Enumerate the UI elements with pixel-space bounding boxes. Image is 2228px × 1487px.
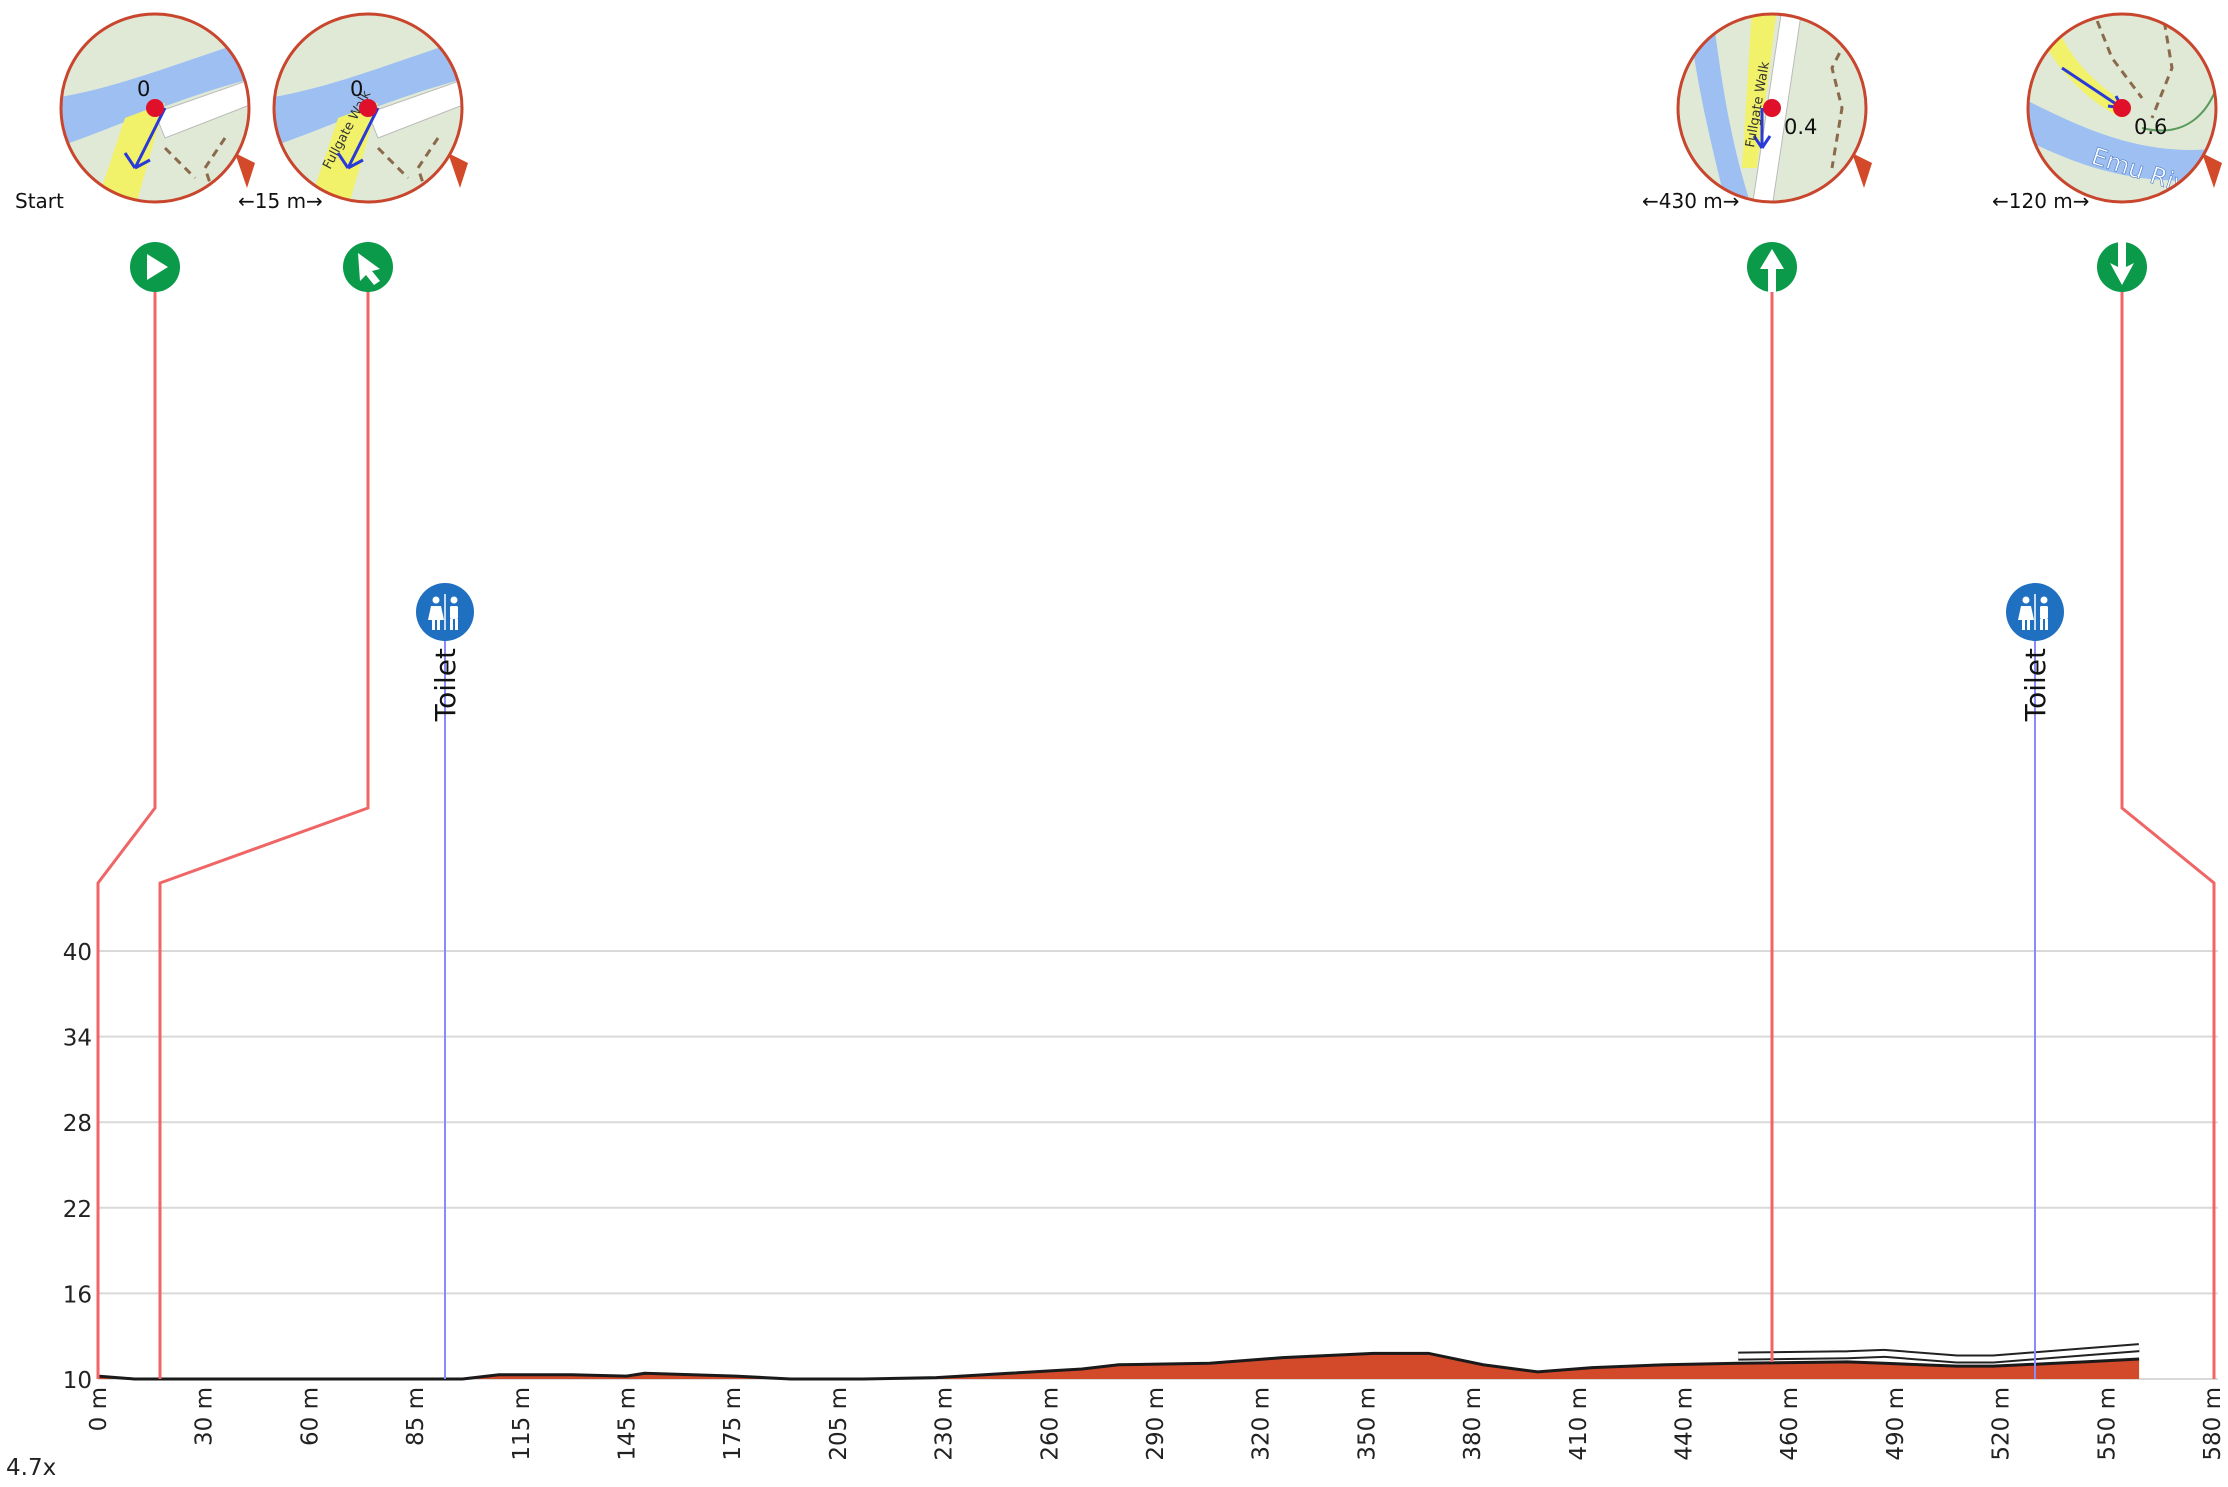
y-tick-label: 22 bbox=[63, 1197, 92, 1223]
start-label: Start bbox=[15, 189, 64, 213]
y-tick-label: 28 bbox=[63, 1111, 92, 1137]
poi-toilet: Toilet bbox=[2006, 583, 2064, 1379]
x-tick-label: 30 m bbox=[192, 1387, 218, 1446]
x-tick-label: 60 m bbox=[297, 1387, 323, 1446]
map-inset: Fullgate Walk 0.4 bbox=[1676, 12, 1872, 204]
map-border bbox=[1676, 12, 1868, 204]
play-icon bbox=[130, 242, 180, 292]
x-tick-label: 460 m bbox=[1777, 1387, 1803, 1461]
elevation-area bbox=[97, 1343, 2140, 1381]
x-tick-label: 145 m bbox=[615, 1387, 641, 1461]
location-dot bbox=[146, 99, 164, 117]
location-dot bbox=[1763, 99, 1781, 117]
waypoint-leader-line bbox=[96, 267, 157, 1379]
highlight-segment bbox=[1738, 1345, 2140, 1362]
waypoint-leader-line bbox=[2120, 267, 2216, 1379]
trail bbox=[2090, 13, 2174, 119]
map-pointer bbox=[448, 153, 468, 188]
x-tick-label: 260 m bbox=[1037, 1387, 1063, 1461]
x-tick-label: 320 m bbox=[1249, 1387, 1275, 1461]
gap-label: ←120 m→ bbox=[1992, 189, 2090, 213]
route-arrow bbox=[336, 107, 380, 170]
map-pointer bbox=[235, 153, 255, 188]
path-highlight bbox=[308, 103, 378, 203]
x-tick-label: 520 m bbox=[1989, 1387, 2015, 1461]
map-distance-label: 0 bbox=[350, 77, 363, 101]
x-tick-label: 440 m bbox=[1672, 1387, 1698, 1461]
zoom-label: 4.7x bbox=[6, 1455, 56, 1481]
route-arrow bbox=[123, 107, 167, 170]
map-border bbox=[2026, 12, 2218, 204]
waypoint-leader-line bbox=[158, 267, 370, 1379]
x-tick-label: 175 m bbox=[720, 1387, 746, 1461]
x-tick-label: 85 m bbox=[403, 1387, 429, 1446]
toilet-icon bbox=[2006, 583, 2064, 641]
waypoint-start: 0 Start bbox=[15, 12, 255, 1379]
trail bbox=[1830, 27, 1854, 169]
poi-label: Toilet bbox=[2019, 648, 2052, 722]
y-tick-label: 16 bbox=[63, 1282, 92, 1308]
x-tick-label: 230 m bbox=[932, 1387, 958, 1461]
elevation-line bbox=[97, 1351, 2140, 1381]
location-dot bbox=[359, 99, 377, 117]
poi-toilet: Toilet bbox=[416, 583, 474, 1379]
x-tick-label: 350 m bbox=[1354, 1387, 1380, 1461]
y-axis-ticks: 40 34 28 22 16 10 bbox=[63, 940, 92, 1394]
map-pointer bbox=[2202, 153, 2222, 188]
x-tick-label: 290 m bbox=[1143, 1387, 1169, 1461]
contour bbox=[2141, 67, 2217, 132]
x-tick-label: 380 m bbox=[1460, 1387, 1486, 1461]
poi-markers: Toilet Toilet bbox=[416, 583, 2064, 1379]
road bbox=[367, 77, 463, 139]
map-inset: 0 bbox=[59, 12, 255, 204]
path-highlight bbox=[1742, 13, 1777, 168]
waypoint-turn-2: Fullgate Walk 0.4←430 m→ bbox=[1642, 12, 1872, 1362]
x-tick-label: 115 m bbox=[509, 1387, 535, 1461]
map-distance-label: 0.4 bbox=[1784, 115, 1817, 139]
road bbox=[154, 77, 250, 139]
x-tick-label: 410 m bbox=[1566, 1387, 1592, 1461]
map-distance-label: 0.6 bbox=[2134, 115, 2167, 139]
map-pointer bbox=[1852, 153, 1872, 188]
y-tick-label: 40 bbox=[63, 940, 92, 966]
y-tick-label: 10 bbox=[63, 1368, 92, 1394]
y-gridlines bbox=[98, 950, 2218, 1380]
keep-arrow-icon bbox=[2097, 242, 2147, 292]
toilet-icon bbox=[416, 583, 474, 641]
y-tick-label: 34 bbox=[63, 1026, 92, 1052]
x-axis-ticks: 0 m 30 m 60 m 85 m 115 m 145 m 175 m 205 m 230 m… bbox=[86, 1387, 2226, 1461]
water-area bbox=[273, 38, 463, 148]
straight-arrow-icon bbox=[1747, 242, 1797, 292]
map-border bbox=[272, 12, 464, 204]
map-border bbox=[59, 12, 251, 204]
slight-left-arrow-icon bbox=[343, 242, 393, 292]
x-tick-label: 0 m bbox=[86, 1387, 112, 1431]
water-area bbox=[2027, 98, 2217, 181]
water-area bbox=[60, 38, 250, 148]
x-tick-label: 550 m bbox=[2094, 1387, 2120, 1461]
location-dot bbox=[2113, 99, 2131, 117]
x-tick-label: 205 m bbox=[826, 1387, 852, 1461]
gap-label: ←430 m→ bbox=[1642, 189, 1740, 213]
poi-label: Toilet bbox=[429, 648, 462, 722]
water-area bbox=[1687, 13, 1752, 203]
x-tick-label: 580 m bbox=[2200, 1387, 2226, 1461]
route-arrow bbox=[1752, 108, 1772, 149]
path-highlight bbox=[95, 103, 165, 203]
x-tick-label: 490 m bbox=[1883, 1387, 1909, 1461]
map-distance-label: 0 bbox=[137, 77, 150, 101]
gap-label: ←15 m→ bbox=[238, 189, 323, 213]
